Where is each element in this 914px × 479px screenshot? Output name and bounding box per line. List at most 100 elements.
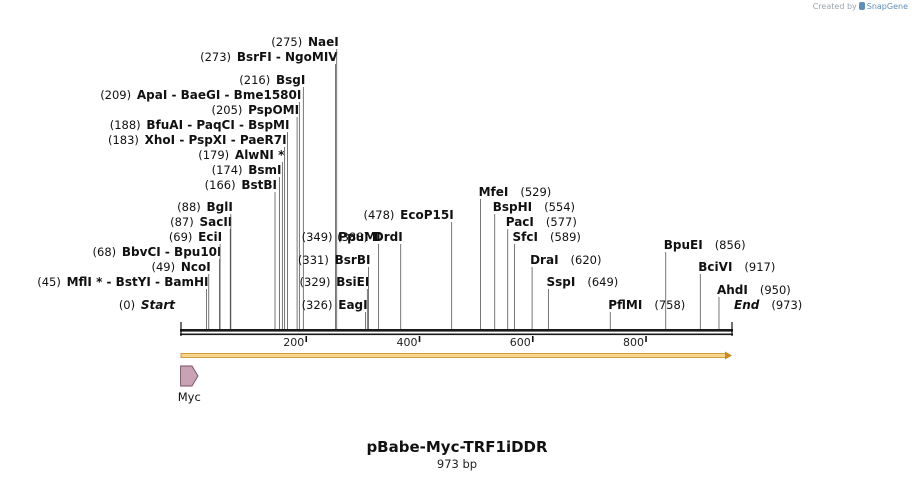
site-label: BciVI (917) xyxy=(698,260,775,274)
orf-arrow[interactable] xyxy=(180,353,727,358)
site-bsmi[interactable]: (174) BsmI xyxy=(212,163,282,330)
site-enzyme-name: ApaI - BaeGI - Bme1580I xyxy=(137,88,301,102)
site-enzyme-name: AlwNI * xyxy=(235,148,285,162)
site-position: (917) xyxy=(744,260,775,274)
site-label: DraI (620) xyxy=(530,253,601,267)
site-bsrbi[interactable]: (331) BsrBI xyxy=(298,253,371,330)
credit-brand: SnapGene xyxy=(866,2,908,11)
site-label: (68) BbvCI - Bpu10I xyxy=(93,245,222,259)
site-label: BspHI (554) xyxy=(493,200,575,214)
ruler-tick-label: 200 xyxy=(283,336,304,349)
site-enzyme-name: BglI xyxy=(207,200,233,214)
site-enzyme-name: DraI xyxy=(530,253,570,267)
restriction-sites: (0) Start (45) MflI * - BstYI - BamHI(49)… xyxy=(37,35,802,330)
site-label: (275) NaeI xyxy=(271,35,338,49)
site-position: (209) xyxy=(100,88,137,102)
site-label: (478) EcoP15I xyxy=(363,208,453,222)
site-label: (0) Start xyxy=(119,298,176,312)
site-enzyme-name: PspOMI xyxy=(248,103,299,117)
site-position: (0) xyxy=(119,298,141,312)
site-label: End (973) xyxy=(734,298,802,312)
backbone-top-strand xyxy=(180,329,733,332)
sequence-title: pBabe-Myc-TRF1iDDR xyxy=(366,438,548,456)
site-enzyme-name: PflMI xyxy=(608,298,654,312)
feature-label: Myc xyxy=(178,390,201,404)
site-bsrfi[interactable]: (273) BsrFI - NgoMIV xyxy=(200,50,338,330)
site-enzyme-name: BspHI xyxy=(493,200,544,214)
site-mfli[interactable]: (45) MflI * - BstYI - BamHI xyxy=(37,275,208,330)
site-position: (87) xyxy=(170,215,199,229)
site-enzyme-name: EagI xyxy=(338,298,367,312)
site-enzyme-name: XhoI - PspXI - PaeR7I xyxy=(145,133,287,147)
site-bsgi[interactable]: (216) BsgI xyxy=(239,73,305,330)
site-position: (49) xyxy=(152,260,181,274)
site-position: (649) xyxy=(587,275,618,289)
site-position: (973) xyxy=(771,298,802,312)
site-label: (188) BfuAI - PaqCI - BspMI xyxy=(110,118,290,132)
site-position: (205) xyxy=(211,103,248,117)
site-enzyme-name: PpuMI xyxy=(338,230,380,244)
backbone-bottom-strand xyxy=(180,333,733,336)
site-enzyme-name: SspI xyxy=(547,275,588,289)
site-position: (349) xyxy=(302,230,339,244)
site-label: (216) BsgI xyxy=(239,73,305,87)
site-eagi[interactable]: (326) EagI xyxy=(302,298,368,330)
site-position: (577) xyxy=(546,215,577,229)
site-bsphi[interactable]: BspHI (554) xyxy=(493,200,575,330)
site-label: (179) AlwNI * xyxy=(198,148,285,162)
site-apai[interactable]: (209) ApaI - BaeGI - Bme1580I xyxy=(100,88,301,330)
site-position: (331) xyxy=(298,253,335,267)
site-label: AhdI (950) xyxy=(717,283,791,297)
site-drdi[interactable]: (388) DrdI xyxy=(337,230,403,330)
site-bpuei[interactable]: BpuEI (856) xyxy=(664,238,746,330)
site-ncoi[interactable]: (49) NcoI xyxy=(152,260,211,330)
site-position: (68) xyxy=(93,245,122,259)
site-sspi[interactable]: SspI (649) xyxy=(547,275,619,330)
site-enzyme-name: MfeI xyxy=(479,185,521,199)
site-position: (589) xyxy=(550,230,581,244)
site-label: (45) MflI * - BstYI - BamHI xyxy=(37,275,208,289)
site-bbvci[interactable]: (68) BbvCI - Bpu10I xyxy=(93,245,222,330)
site-enzyme-name: End xyxy=(734,298,771,312)
site-sacii[interactable]: (87) SacII xyxy=(170,215,232,330)
site-ahdi[interactable]: AhdI (950) xyxy=(717,283,791,330)
site-label: (273) BsrFI - NgoMIV xyxy=(200,50,338,64)
site-label: (209) ApaI - BaeGI - Bme1580I xyxy=(100,88,301,102)
site-position: (950) xyxy=(760,283,791,297)
site-pflmi[interactable]: PflMI (758) xyxy=(608,298,685,330)
site-sfci[interactable]: SfcI (589) xyxy=(513,230,581,330)
site-bgli[interactable]: (88) BglI xyxy=(177,200,233,330)
site-label: (388) DrdI xyxy=(337,230,403,244)
site-end[interactable]: End (973) xyxy=(734,298,802,312)
site-paci[interactable]: PacI (577) xyxy=(506,215,577,330)
site-enzyme-name: BsgI xyxy=(276,73,305,87)
site-bsiei[interactable]: (329) BsiEI xyxy=(300,275,370,330)
site-alwni[interactable]: (179) AlwNI * xyxy=(198,148,285,330)
site-enzyme-name: BstBI xyxy=(241,178,277,192)
site-enzyme-name: MflI * - BstYI - BamHI xyxy=(67,275,209,289)
site-mfei[interactable]: MfeI (529) xyxy=(479,185,552,330)
site-start[interactable]: (0) Start xyxy=(119,298,176,312)
site-position: (275) xyxy=(271,35,308,49)
site-label: (174) BsmI xyxy=(212,163,282,177)
site-position: (758) xyxy=(654,298,685,312)
site-enzyme-name: BpuEI xyxy=(664,238,715,252)
site-enzyme-name: Start xyxy=(141,298,176,312)
site-enzyme-name: EciI xyxy=(198,230,222,244)
site-pspomi[interactable]: (205) PspOMI xyxy=(211,103,299,330)
site-bcivi[interactable]: BciVI (917) xyxy=(698,260,775,330)
site-xhoi[interactable]: (183) XhoI - PspXI - PaeR7I xyxy=(108,133,287,330)
site-bstbi[interactable]: (166) BstBI xyxy=(205,178,277,330)
site-drai[interactable]: DraI (620) xyxy=(530,253,601,330)
site-naei[interactable]: (275) NaeI xyxy=(271,35,339,330)
site-enzyme-name: BciVI xyxy=(698,260,744,274)
site-ecii[interactable]: (69) EciI xyxy=(169,230,222,330)
site-bfuai[interactable]: (188) BfuAI - PaqCI - BspMI xyxy=(110,118,290,330)
site-ppumi[interactable]: (349) PpuMI xyxy=(302,230,381,330)
site-enzyme-name: BsiEI xyxy=(336,275,369,289)
site-ecop15i[interactable]: (478) EcoP15I xyxy=(363,208,454,330)
feature-myc[interactable]: Myc xyxy=(178,365,201,404)
site-position: (88) xyxy=(177,200,206,214)
site-label: PacI (577) xyxy=(506,215,577,229)
